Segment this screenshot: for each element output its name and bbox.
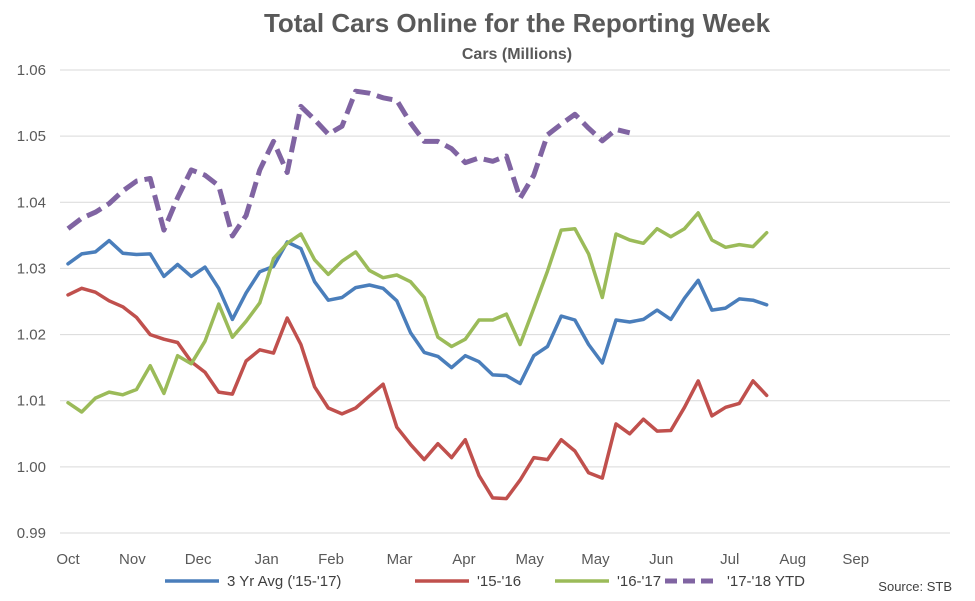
source-note: Source: STB (878, 579, 952, 594)
y-axis-ticks: 0.99 1.00 1.01 1.02 1.03 1.04 1.05 1.06 (17, 62, 46, 542)
legend-label: 3 Yr Avg ('15-'17) (227, 573, 341, 590)
y-tick-label: 1.02 (17, 327, 46, 344)
x-tick-label: Mar (387, 551, 413, 568)
x-axis-ticks: Oct Nov Dec Jan Feb Mar Apr May May Jun Jul Aug Sep (56, 551, 869, 568)
gridlines (60, 69, 950, 534)
series-lines (66, 88, 769, 501)
chart-subtitle: Cars (Millions) (462, 46, 572, 63)
series-2 (66, 211, 769, 414)
x-tick-label: Jun (649, 551, 673, 568)
legend-label: '17-'18 YTD (727, 573, 805, 590)
legend-label: '15-'16 (477, 573, 521, 590)
y-tick-label: 1.03 (17, 260, 46, 277)
x-tick-label: Sep (842, 551, 869, 568)
legend-label: '16-'17 (617, 573, 661, 590)
series-1 (66, 286, 769, 501)
x-tick-label: Oct (56, 551, 80, 568)
y-tick-label: 0.99 (17, 525, 46, 542)
y-tick-label: 1.00 (17, 459, 46, 476)
x-tick-label: Jul (720, 551, 739, 568)
y-tick-label: 1.04 (17, 194, 46, 211)
y-tick-label: 1.05 (17, 128, 46, 145)
x-tick-label: Nov (119, 551, 146, 568)
legend: 3 Yr Avg ('15-'17) '15-'16 '16-'17 '17-'18 … (165, 573, 805, 590)
x-tick-label: Dec (185, 551, 212, 568)
series-line (66, 286, 769, 501)
y-tick-label: 1.06 (17, 62, 46, 79)
x-tick-label: Aug (779, 551, 806, 568)
series-3 (66, 88, 631, 239)
series-line (66, 88, 631, 239)
x-tick-label: Feb (318, 551, 344, 568)
x-tick-label: Jan (255, 551, 279, 568)
chart-title: Total Cars Online for the Reporting Week (264, 8, 771, 38)
x-tick-label: May (516, 551, 545, 568)
series-line (66, 238, 769, 386)
x-tick-label: May (581, 551, 610, 568)
series-0 (66, 238, 769, 386)
y-tick-label: 1.01 (17, 393, 46, 410)
x-tick-label: Apr (452, 551, 475, 568)
series-line (66, 211, 769, 414)
